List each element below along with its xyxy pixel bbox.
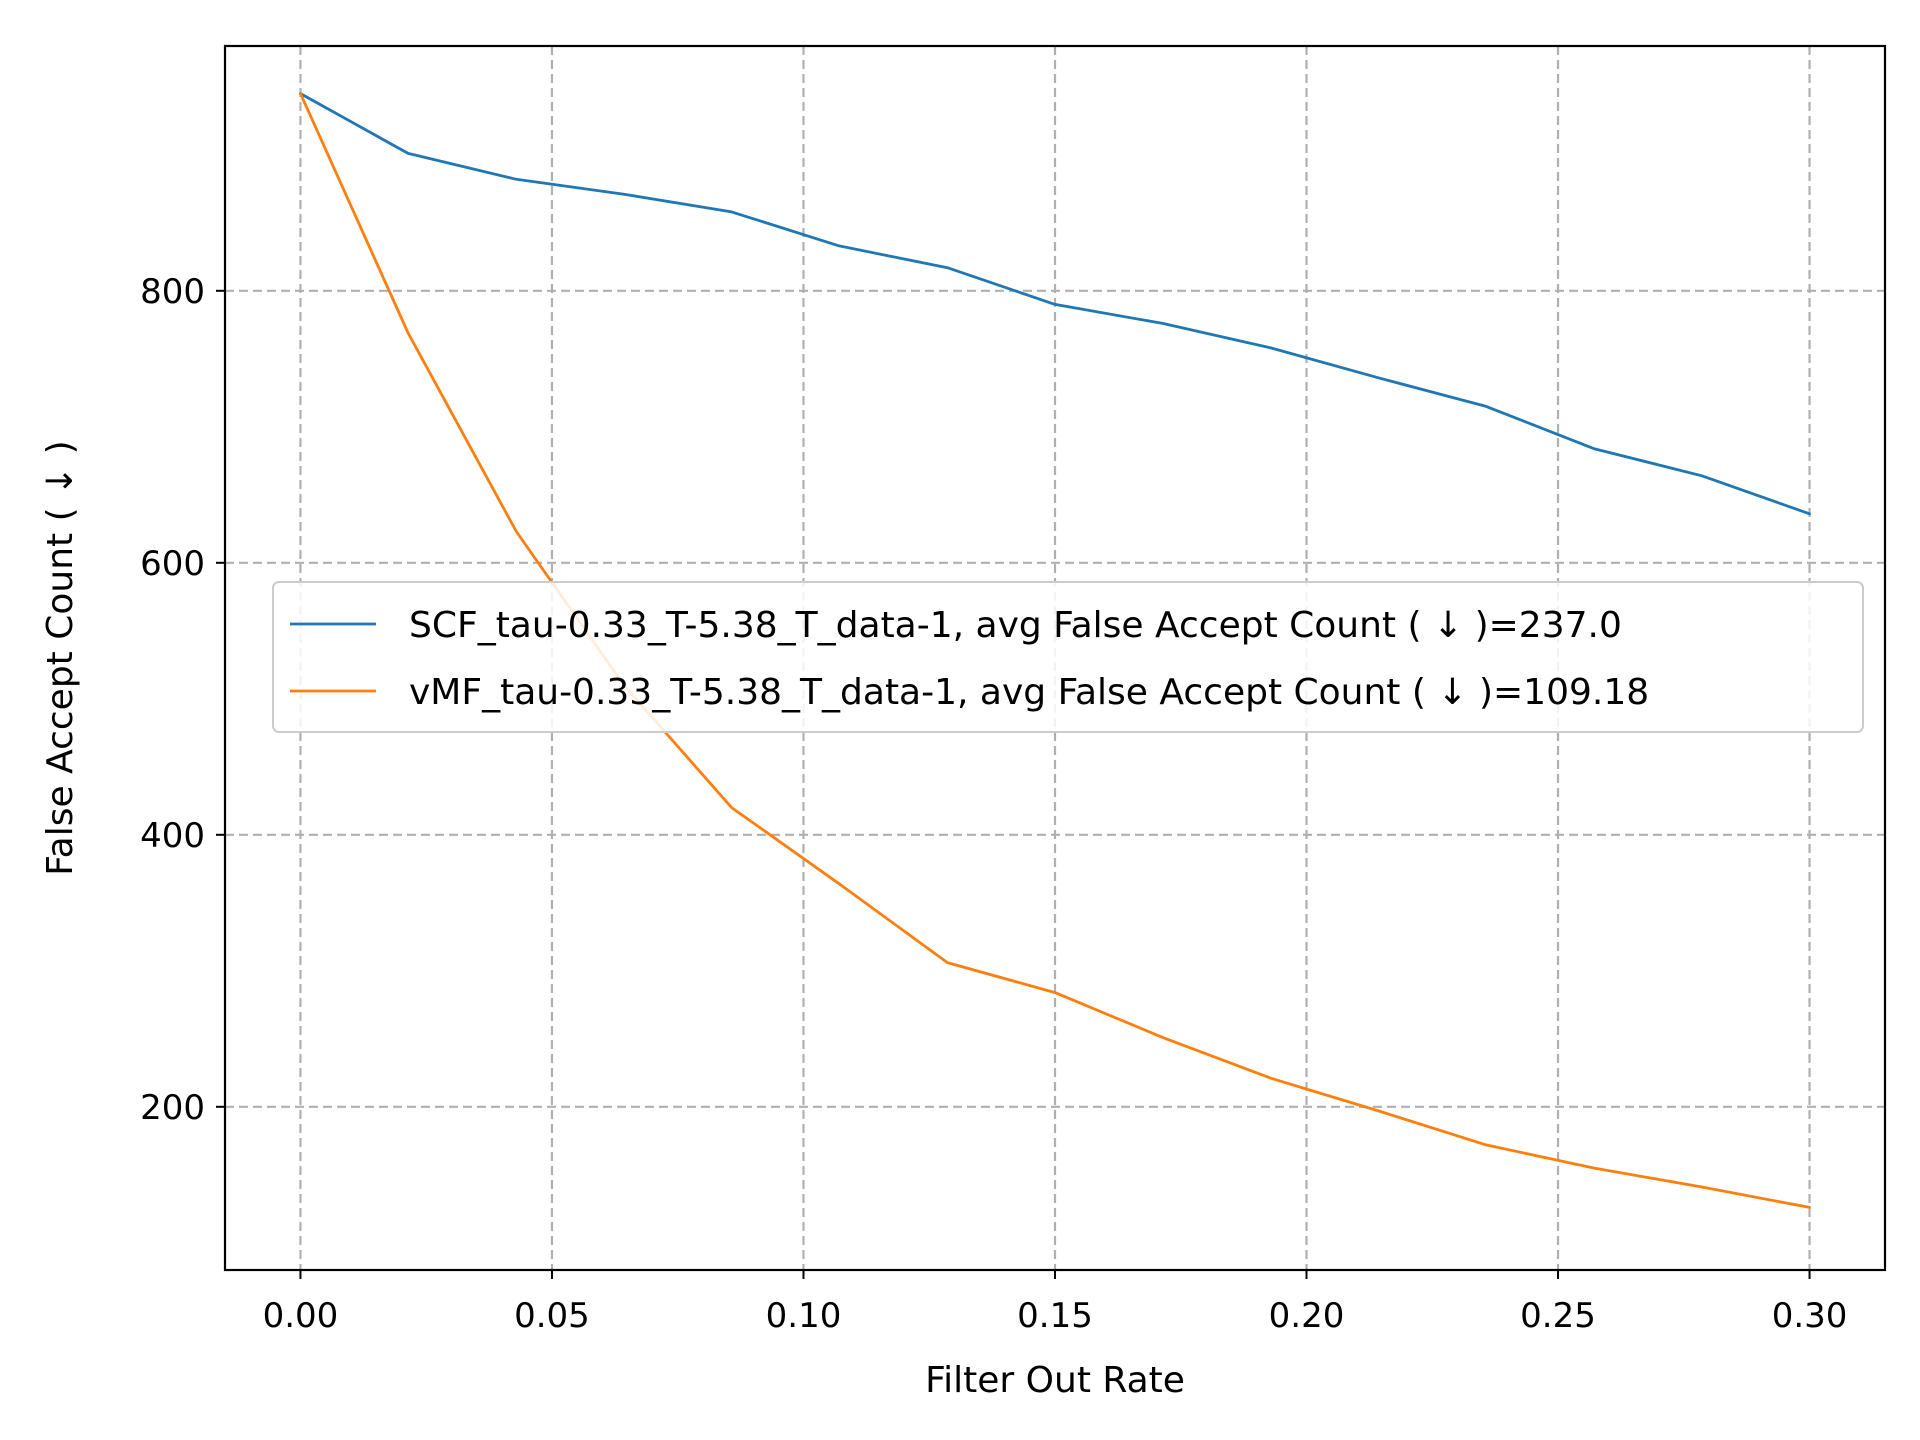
legend: SCF_tau-0.33_T-5.38_T_data-1, avg False …: [272, 581, 1864, 733]
y-axis-label: False Accept Count ( ↓ ): [40, 440, 81, 875]
x-tick-label: 0.20: [1269, 1296, 1345, 1336]
x-tick-label: 0.25: [1520, 1296, 1596, 1336]
y-tick-label: 600: [140, 544, 205, 584]
series-line-1: [299, 92, 1811, 516]
axis-ticks: 0.00 0.05 0.10 0.15 0.20 0.25 0.30 200 400 600 800: [140, 272, 1847, 1336]
grid-lines: [225, 46, 1885, 1270]
y-tick-label: 200: [140, 1088, 205, 1128]
x-tick-label: 0.10: [766, 1296, 842, 1336]
y-tick-label: 400: [140, 816, 205, 856]
x-tick-label: 0.00: [263, 1296, 339, 1336]
y-tick-label: 800: [140, 272, 205, 312]
x-tick-label: 0.15: [1017, 1296, 1093, 1336]
legend-box: [272, 581, 1864, 733]
legend-label-1: SCF_tau-0.33_T-5.38_T_data-1, avg False …: [409, 605, 1622, 646]
plot-frame: [223, 44, 1887, 1272]
legend-label-2: vMF_tau-0.33_T-5.38_T_data-1, avg False …: [409, 672, 1649, 713]
x-tick-label: 0.05: [514, 1296, 590, 1336]
x-axis-label: Filter Out Rate: [925, 1360, 1185, 1401]
x-tick-label: 0.30: [1772, 1296, 1848, 1336]
